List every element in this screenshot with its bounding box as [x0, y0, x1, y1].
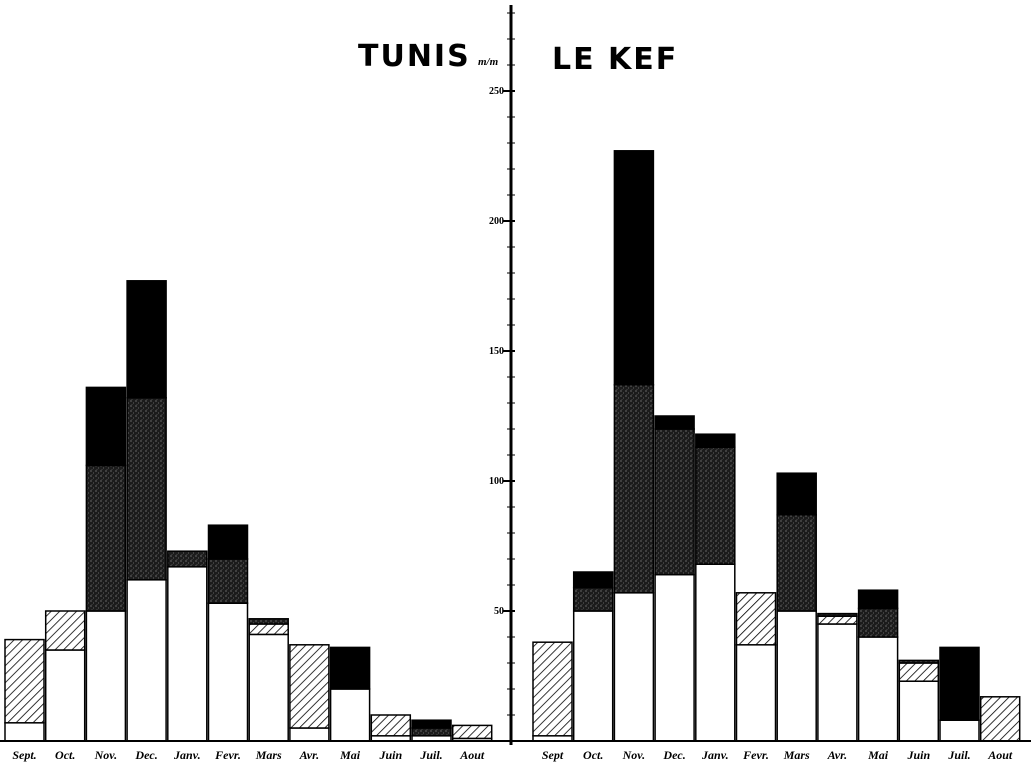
bar-segment-p1-m8-black: [857, 589, 899, 610]
bar-segment-p0-m9-hatch: [370, 714, 412, 737]
unit-label: m/m: [478, 56, 499, 68]
bar-segment-p0-m4-white: [167, 566, 208, 742]
bars-layer: [4, 150, 1021, 742]
bar-segment-p0-m7-hatch: [289, 644, 330, 729]
y-tick-label: 200: [489, 216, 504, 227]
bar-segment-p1-m5-hatch: [735, 592, 777, 646]
bar-segment-p0-m6-hatch: [248, 623, 289, 636]
y-ticks: 50 100 150 200 250: [489, 12, 515, 716]
bar-segment-p0-m10-black: [411, 719, 452, 729]
y-tick-label: 250: [489, 86, 504, 97]
bar-segment-p0-m2-white: [85, 610, 127, 742]
bar-segment-p1-m6-stipple: [776, 514, 817, 612]
y-tick-label: 150: [489, 346, 504, 357]
bar-segment-p1-m9-stipple: [898, 659, 940, 664]
bar-segment-p1-m7-hatch: [817, 615, 858, 625]
bar-segment-p0-m3-black: [126, 280, 167, 399]
bar-segment-p0-m0-hatch: [4, 638, 45, 724]
bar-segment-p0-m8-black: [329, 646, 371, 690]
bar-segment-p0-m11-hatch: [451, 724, 493, 740]
bar-segment-p0-m2-stipple: [85, 464, 127, 612]
month-label: Mai: [867, 748, 889, 762]
month-label: Janv.: [701, 748, 729, 762]
month-label: Janv.: [173, 748, 201, 762]
bar-segment-p1-m8-white: [857, 636, 899, 742]
month-label: Aout: [459, 748, 485, 762]
bar-segment-p1-m4-black: [695, 433, 736, 448]
bar-segment-p1-m9-hatch: [898, 662, 940, 682]
bar-segment-p0-m6-white: [248, 633, 289, 742]
bar-segment-p0-m5-stipple: [207, 558, 249, 604]
month-label: Nov.: [94, 748, 118, 762]
bar-segment-p1-m6-white: [776, 610, 817, 742]
bar-segment-p1-m3-black: [654, 415, 695, 430]
month-label: Avr.: [299, 748, 319, 762]
bar-segment-p0-m7-white: [289, 727, 330, 742]
bar-segment-p1-m2-white: [613, 592, 655, 742]
bar-segment-p0-m8-white: [329, 688, 371, 742]
month-label: Fevr.: [742, 748, 769, 762]
bar-segment-p1-m4-white: [695, 563, 736, 742]
bar-segment-p0-m6-stipple: [248, 618, 289, 625]
month-label: Mars: [255, 748, 282, 762]
month-label: Sept.: [12, 748, 36, 762]
bar-segment-p0-m10-stipple: [411, 727, 452, 737]
month-label: Nov.: [622, 748, 646, 762]
month-label: Fevr.: [214, 748, 241, 762]
month-label: Sept: [542, 748, 564, 762]
bar-segment-p1-m1-black: [572, 571, 614, 589]
bar-segment-p0-m5-white: [207, 602, 249, 742]
bar-segment-p1-m8-stipple: [857, 607, 899, 638]
bar-segment-p1-m0-hatch: [532, 641, 573, 737]
bar-segment-p1-m7-white: [817, 623, 858, 742]
bar-segment-p1-m9-white: [898, 680, 940, 742]
bar-segment-p1-m11-hatch: [979, 696, 1021, 742]
month-label: Avr.: [827, 748, 847, 762]
bar-segment-p1-m2-stipple: [613, 384, 655, 594]
month-label: Dec.: [662, 748, 685, 762]
panel-title-right: LE KEF: [552, 42, 678, 77]
bar-segment-p0-m4-stipple: [167, 550, 208, 568]
month-label: Juil.: [947, 748, 970, 762]
y-tick-label: 100: [489, 476, 504, 487]
month-label: Juin: [906, 748, 930, 762]
month-label: Oct.: [55, 748, 75, 762]
bar-segment-p0-m1-white: [44, 649, 86, 742]
month-label: Dec.: [134, 748, 157, 762]
bar-segment-p0-m0-white: [4, 722, 45, 742]
month-label: Juin: [378, 748, 402, 762]
month-label: Mars: [783, 748, 810, 762]
bar-segment-p1-m6-black: [776, 472, 817, 516]
bar-segment-p1-m5-white: [735, 644, 777, 742]
bar-segment-p1-m7-stipple: [817, 612, 858, 617]
bar-segment-p1-m3-stipple: [654, 428, 695, 576]
month-labels: Sept. Oct. Nov. Dec. Janv. Fevr. Mars Avr. Mai Ju…: [12, 748, 1013, 762]
bar-segment-p0-m1-hatch: [44, 610, 86, 651]
bar-segment-p0-m3-stipple: [126, 397, 167, 581]
month-label: Aout: [987, 748, 1013, 762]
bar-segment-p1-m1-stipple: [572, 586, 614, 612]
panel-title-left: TUNIS: [358, 39, 471, 74]
bar-segment-p0-m2-black: [85, 386, 127, 467]
bar-segment-p1-m10-black: [939, 646, 980, 721]
month-label: Mai: [339, 748, 361, 762]
bar-segment-p1-m2-black: [613, 150, 655, 386]
bar-segment-p0-m3-white: [126, 579, 167, 742]
month-label: Juil.: [419, 748, 442, 762]
bar-segment-p0-m5-black: [207, 524, 249, 560]
bar-segment-p1-m1-white: [572, 610, 614, 742]
y-tick-label: 50: [494, 606, 504, 617]
bar-segment-p1-m4-stipple: [695, 446, 736, 565]
month-label: Oct.: [583, 748, 603, 762]
bar-segment-p1-m10-white: [939, 719, 980, 742]
bar-segment-p1-m3-white: [654, 573, 695, 742]
